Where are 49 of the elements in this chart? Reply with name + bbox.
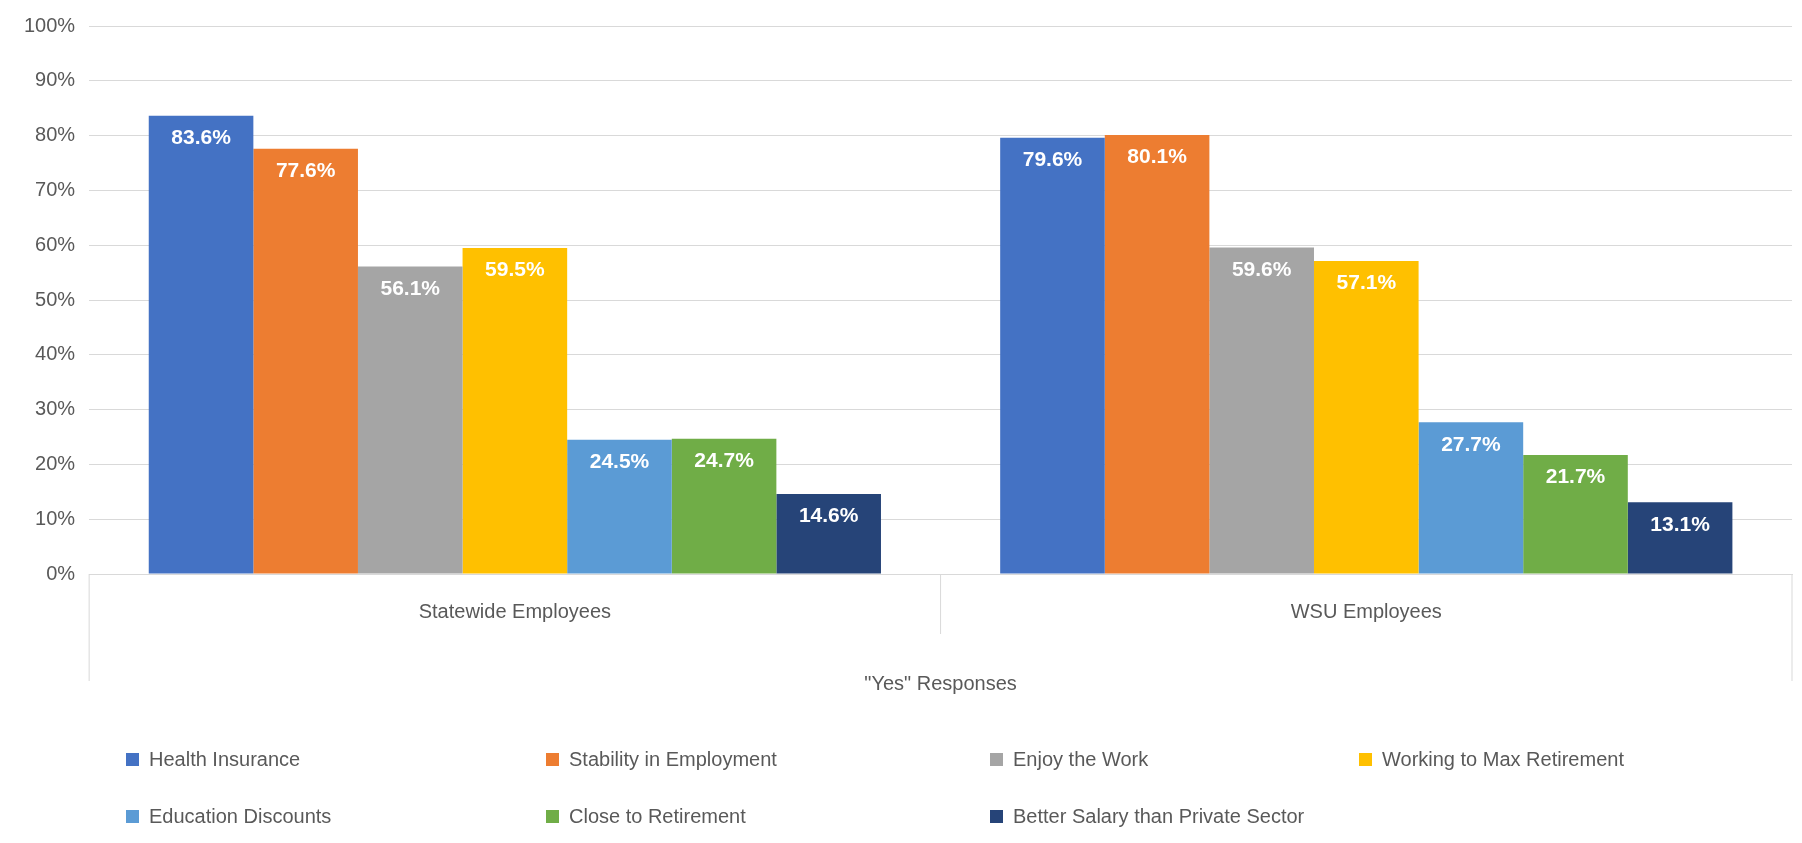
bar <box>357 266 463 574</box>
data-label: 21.7% <box>1545 464 1606 488</box>
data-label: 77.6% <box>275 158 336 182</box>
data-label: 79.6% <box>1022 147 1083 171</box>
legend-label: Health Insurance <box>149 748 301 771</box>
bar <box>253 148 358 574</box>
bar <box>1209 247 1314 574</box>
y-tick-label: 100% <box>24 13 76 36</box>
bar <box>1418 422 1524 574</box>
data-label: 14.6% <box>798 503 859 527</box>
data-label: 57.1% <box>1336 270 1397 294</box>
bar <box>1313 261 1419 574</box>
data-label: 27.7% <box>1441 431 1501 455</box>
data-label: 83.6% <box>171 125 232 149</box>
y-tick-label: 0% <box>46 561 76 584</box>
x-tick-label: WSU Employees <box>1290 599 1442 622</box>
legend-label: Better Salary than Private Sector <box>1013 805 1305 828</box>
y-tick-label: 30% <box>35 397 76 420</box>
y-tick-label: 60% <box>35 232 76 255</box>
legend-label: Enjoy the Work <box>1013 748 1149 771</box>
data-label: 24.5% <box>589 449 650 473</box>
y-tick-label: 80% <box>35 123 76 146</box>
bar <box>148 115 254 574</box>
data-label: 80.1% <box>1127 144 1188 168</box>
legend-label: Stability in Employment <box>569 748 777 771</box>
bar <box>776 493 881 574</box>
bar <box>671 438 777 574</box>
y-tick-label: 90% <box>35 68 76 91</box>
bar <box>1000 137 1105 574</box>
y-tick-label: 10% <box>35 506 76 529</box>
data-label: 56.1% <box>380 275 441 299</box>
data-label: 59.5% <box>485 257 545 281</box>
y-tick-label: 40% <box>35 342 76 365</box>
bar <box>1523 455 1628 574</box>
legend-label: Working to Max Retirement <box>1382 748 1624 771</box>
bar <box>462 247 568 574</box>
legend-label: Education Discounts <box>149 805 332 828</box>
x-axis-title: "Yes" Responses <box>864 671 1017 694</box>
data-label: 59.6% <box>1231 256 1292 280</box>
data-label: 13.1% <box>1650 511 1711 535</box>
bar <box>1104 135 1210 574</box>
bar <box>1627 502 1733 574</box>
y-tick-label: 20% <box>35 451 76 474</box>
x-tick-label: Statewide Employees <box>418 599 612 622</box>
y-tick-label: 70% <box>35 177 76 200</box>
y-tick-label: 50% <box>35 287 76 310</box>
data-label: 24.7% <box>694 447 755 471</box>
bar <box>567 439 672 574</box>
legend-label: Close to Retirement <box>569 805 746 828</box>
